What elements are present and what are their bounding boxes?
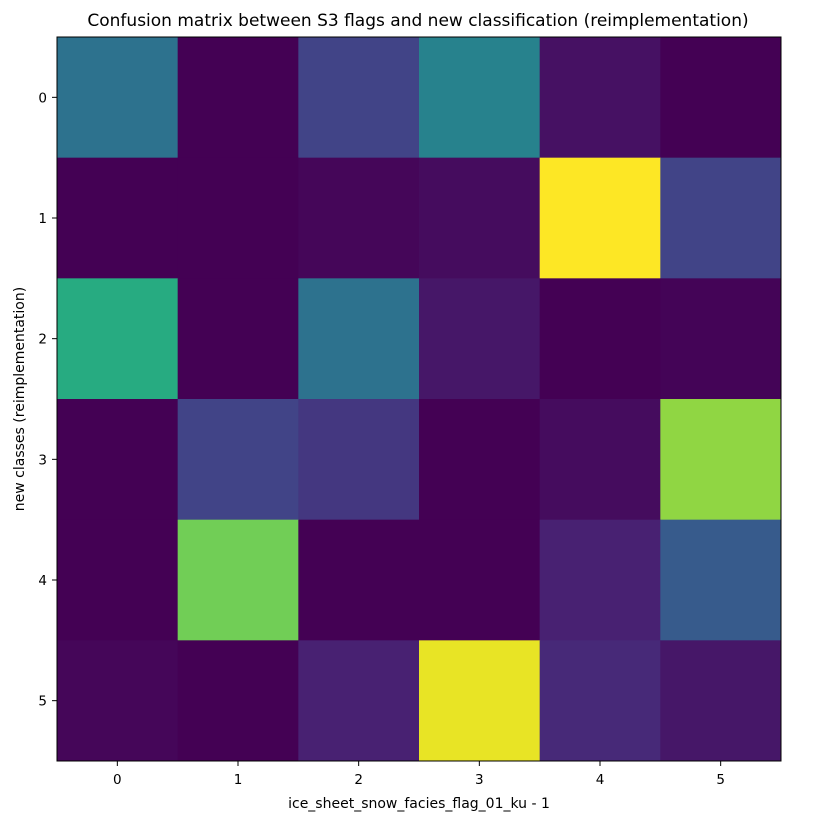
heatmap-cell-r4-c1	[177, 519, 299, 641]
heatmap-cell-r3-c2	[298, 399, 420, 521]
y-axis-label: new classes (reimplementation)	[12, 287, 28, 511]
heatmap-cell-r4-c5	[660, 519, 782, 641]
y-axis-ticks: 0 1 2 3 4 5	[38, 90, 57, 710]
heatmap-cell-r0-c2	[298, 37, 420, 159]
x-tick-label-0: 0	[113, 772, 122, 788]
heatmap-cell-r1-c0	[57, 157, 179, 279]
heatmap-cell-r4-c3	[419, 519, 541, 641]
x-axis-label: ice_sheet_snow_facies_flag_01_ku - 1	[288, 796, 550, 812]
heatmap-cell-r3-c0	[57, 399, 179, 521]
heatmap-cell-r0-c4	[539, 37, 661, 159]
y-tick-label-1: 1	[38, 211, 47, 227]
heatmap-cell-r2-c2	[298, 278, 420, 400]
heatmap-cell-r4-c4	[539, 519, 661, 641]
heatmap-cell-r2-c0	[57, 278, 179, 400]
y-tick-label-4: 4	[38, 573, 47, 589]
heatmap-cell-r3-c3	[419, 399, 541, 521]
plot-frame	[56, 36, 782, 762]
heatmap-cell-r1-c3	[419, 157, 541, 279]
heatmap-cell-r3-c5	[660, 399, 782, 521]
heatmap-cell-r4-c0	[57, 519, 179, 641]
heatmap-cell-r5-c1	[177, 640, 299, 762]
heatmap-cell-r5-c2	[298, 640, 420, 762]
x-tick-label-5: 5	[716, 772, 725, 788]
heatmap-cell-r0-c0	[57, 37, 179, 159]
y-tick-label-0: 0	[38, 90, 47, 106]
heatmap-cell-r2-c1	[177, 278, 299, 400]
heatmap-cell-r5-c5	[660, 640, 782, 762]
heatmap-cell-r4-c2	[298, 519, 420, 641]
x-tick-label-1: 1	[234, 772, 243, 788]
heatmap-cell-r5-c0	[57, 640, 179, 762]
heatmap-cell-r3-c1	[177, 399, 299, 521]
y-tick-label-5: 5	[38, 694, 47, 710]
heatmap-cell-r3-c4	[539, 399, 661, 521]
heatmap-cell-r2-c3	[419, 278, 541, 400]
heatmap-cell-r5-c3	[419, 640, 541, 762]
heatmap-cell-r2-c5	[660, 278, 782, 400]
heatmap-cell-r2-c4	[539, 278, 661, 400]
x-tick-label-3: 3	[475, 772, 484, 788]
heatmap-cell-r1-c2	[298, 157, 420, 279]
heatmap-cells	[57, 37, 782, 762]
heatmap-cell-r0-c1	[177, 37, 299, 159]
heatmap-cell-r0-c5	[660, 37, 782, 159]
y-tick-label-2: 2	[38, 332, 47, 348]
x-axis-ticks: 0 1 2 3 4 5	[113, 761, 725, 788]
heatmap-cell-r0-c3	[419, 37, 541, 159]
heatmap-cell-r1-c4	[539, 157, 661, 279]
y-tick-label-3: 3	[38, 452, 47, 468]
x-tick-label-4: 4	[596, 772, 605, 788]
heatmap-cell-r5-c4	[539, 640, 661, 762]
x-tick-label-2: 2	[354, 772, 363, 788]
chart-title: Confusion matrix between S3 flags and ne…	[87, 11, 748, 31]
heatmap-cell-r1-c1	[177, 157, 299, 279]
heatmap-cell-r1-c5	[660, 157, 782, 279]
